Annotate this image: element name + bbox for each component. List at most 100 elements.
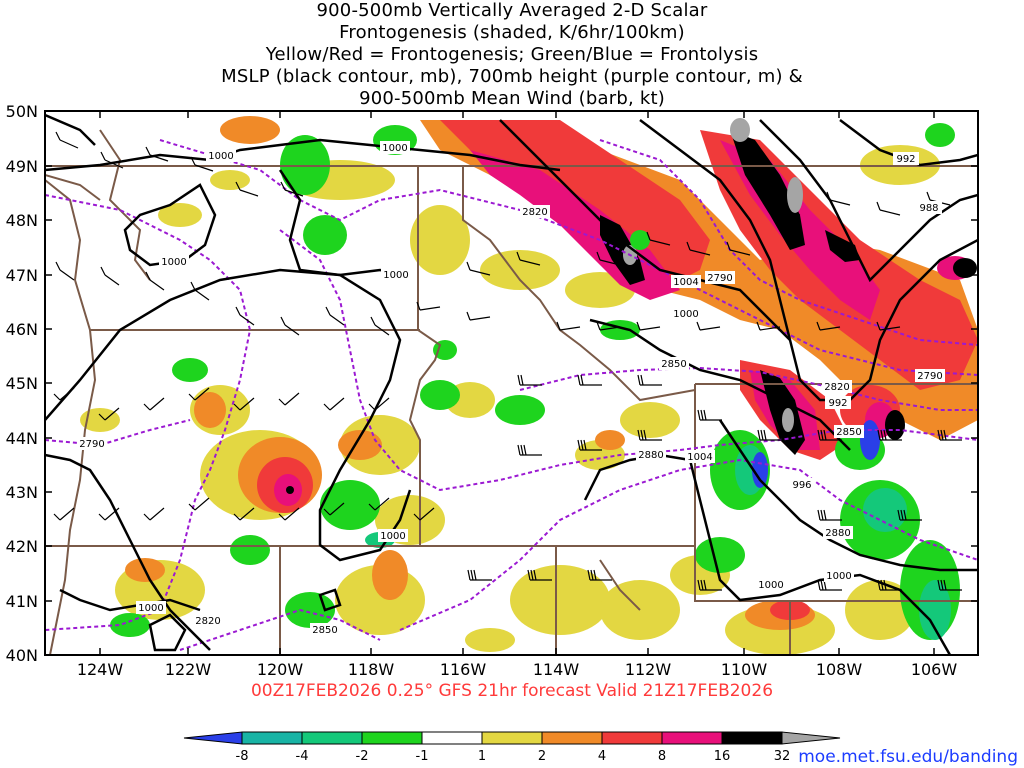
pacific-coastline <box>45 179 97 655</box>
height-label: 2790 <box>79 439 104 450</box>
height-contour-2850-south <box>179 608 381 651</box>
lon-label: 122W <box>165 660 212 679</box>
colorbar-label: 1 <box>478 749 486 764</box>
idaho-montana-border <box>462 166 696 402</box>
map-title: 900-500mb Vertically Averaged 2-D Scalar… <box>0 0 1024 110</box>
height-label: 2880 <box>638 450 663 461</box>
wind-barb-group-east <box>466 191 951 276</box>
mslp-label: 988 <box>919 203 938 214</box>
mslp-contour-1000-sw2 <box>59 588 201 612</box>
wind-barb-group-central <box>53 387 390 421</box>
vancouver-island-shore <box>45 174 101 201</box>
colorbar-swatch <box>421 731 483 745</box>
map-plot-area: 1000 1000 1000 1000 1000 1004 1000 992 9… <box>45 111 978 655</box>
great-salt-lake-shore <box>599 559 641 611</box>
mslp-label: 992 <box>828 398 847 409</box>
colorbar-label: 32 <box>774 749 791 764</box>
colorbar-label: 2 <box>538 749 546 764</box>
mslp-label: 992 <box>896 154 915 165</box>
longitude-ticks <box>99 111 935 655</box>
height-label: 2820 <box>195 616 220 627</box>
lat-label: 41N <box>6 592 38 611</box>
colorbar-swatch <box>241 731 303 745</box>
colorbar-swatch <box>601 731 663 745</box>
mslp-contour-nw-edge <box>45 113 96 146</box>
lat-label: 50N <box>6 102 38 121</box>
colorbar-swatch <box>541 731 603 745</box>
wind-barb-group-northwest <box>55 131 304 197</box>
wind-barb-group-southeast <box>517 409 962 456</box>
puget-sound-shore <box>99 129 151 281</box>
mslp-contour-992-north <box>839 119 978 167</box>
height-contour-2820 <box>159 139 978 376</box>
mslp-label: 996 <box>792 480 811 491</box>
height-label: 2820 <box>824 382 849 393</box>
mslp-contour-1004 <box>499 119 791 341</box>
mslp-label: 1000 <box>826 571 851 582</box>
height-contour-2850 <box>279 229 978 492</box>
mslp-contour-small-loop <box>318 588 342 612</box>
lon-label: 118W <box>348 660 395 679</box>
forecast-valid-time: 00Z17FEB2026 0.25° GFS 21hr forecast Val… <box>250 681 774 701</box>
mslp-contour-1000-southwest <box>45 453 211 651</box>
colorbar-labels: -8 -4 -2 -1 1 2 4 8 16 32 <box>236 749 791 764</box>
lat-label: 44N <box>6 429 38 448</box>
latitude-ticks <box>45 110 978 656</box>
colorbar-swatch <box>661 731 723 745</box>
wind-barb-group-west <box>55 261 390 336</box>
latitude-axis: 50N 49N 48N 47N 46N 45N 44N 43N 42N 41N … <box>6 102 978 665</box>
lon-label: 106W <box>911 660 958 679</box>
height-contour-2790-west <box>45 419 191 447</box>
lat-label: 40N <box>6 646 38 665</box>
height-label: 2850 <box>312 625 337 636</box>
mslp-label: 1000 <box>380 531 405 542</box>
mslp-label: 1000 <box>383 270 408 281</box>
lon-label: 124W <box>77 660 124 679</box>
colorbar-label: -8 <box>236 749 249 764</box>
lat-label: 45N <box>6 374 38 393</box>
mslp-label: 1000 <box>161 257 186 268</box>
lat-label: 46N <box>6 320 38 339</box>
lon-label: 116W <box>440 660 487 679</box>
colorbar-arrow-left <box>183 731 243 745</box>
title-line: MSLP (black contour, mb), 700mb height (… <box>221 66 803 87</box>
mslp-contour-988 <box>759 119 978 283</box>
height-contour-2880 <box>399 458 978 631</box>
title-line: Yellow/Red = Frontogenesis; Green/Blue =… <box>265 44 759 65</box>
mslp-contour-1000-east <box>589 318 851 451</box>
lon-label: 108W <box>816 660 863 679</box>
colorbar-label: -2 <box>356 749 369 764</box>
height-label: 2850 <box>836 427 861 438</box>
mslp-contour-1000-central <box>278 169 411 277</box>
wind-barb-group-south <box>53 497 435 521</box>
mslp-label: 1000 <box>673 309 698 320</box>
wind-barbs <box>53 131 962 591</box>
colorbar-label: -4 <box>296 749 309 764</box>
mslp-label: 1000 <box>208 151 233 162</box>
title-line: Frontogenesis (shaded, K/6hr/100km) <box>339 22 685 43</box>
website-url[interactable]: moe.met.fsu.edu/banding <box>798 747 1018 767</box>
mslp-contour-996 <box>718 419 978 572</box>
lat-label: 43N <box>6 483 38 502</box>
colorbar-swatch <box>301 731 363 745</box>
mslp-contour-992 <box>639 119 978 402</box>
height-contour-2850-east <box>519 366 978 411</box>
height-contour-labels: 2820 2790 2790 2850 2820 2850 2880 2880 … <box>77 205 945 636</box>
lat-label: 42N <box>6 537 38 556</box>
colorbar-arrow-right <box>781 731 841 745</box>
height-label: 2880 <box>825 528 850 539</box>
idaho-west-border <box>408 166 442 546</box>
colorbar: -8 -4 -2 -1 1 2 4 8 16 32 <box>183 731 841 764</box>
wind-barb-group-mid <box>416 301 901 386</box>
height-label: 2790 <box>917 371 942 382</box>
height-contour-2790-north <box>599 139 978 346</box>
height-label: 2850 <box>661 359 686 370</box>
mslp-label: 1000 <box>382 143 407 154</box>
colorbar-swatch <box>481 731 543 745</box>
height-label: 2820 <box>522 207 547 218</box>
colorbar-label: 4 <box>598 749 606 764</box>
mslp-contour-1000-puget <box>123 183 217 267</box>
lon-label: 114W <box>533 660 580 679</box>
coastline <box>45 129 641 655</box>
height-label: 2790 <box>707 273 732 284</box>
